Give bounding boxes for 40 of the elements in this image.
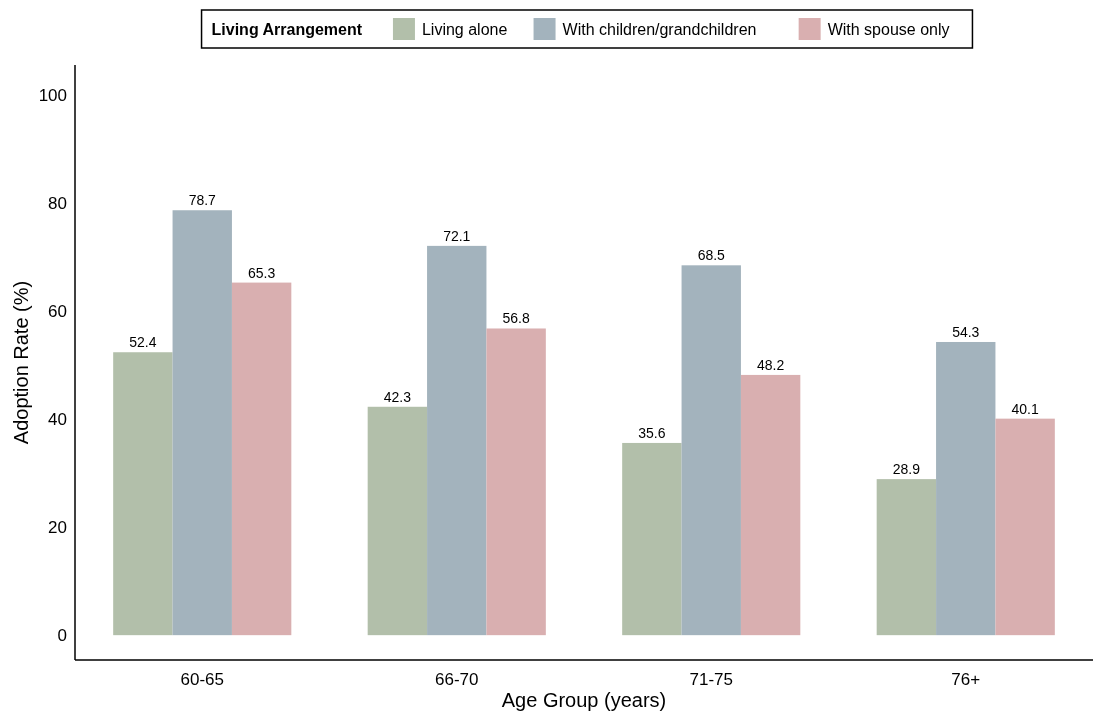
legend-label: With children/grandchildren <box>562 21 757 38</box>
y-tick-label: 40 <box>48 410 67 430</box>
data-label: 54.3 <box>952 323 980 340</box>
x-tick-label: 76+ <box>951 670 981 689</box>
data-label: 78.7 <box>188 192 217 209</box>
data-label: 35.6 <box>638 424 666 441</box>
bar <box>172 210 232 636</box>
bar <box>876 479 937 636</box>
data-label: 40.1 <box>1011 400 1039 417</box>
bar <box>486 328 546 636</box>
y-tick-label: 60 <box>48 302 67 322</box>
bar <box>113 352 173 636</box>
x-tick-label: 60-65 <box>180 670 224 689</box>
bar <box>231 282 292 636</box>
legend-title: Living Arrangement <box>211 21 363 38</box>
legend-label: With spouse only <box>827 21 950 38</box>
data-label: 68.5 <box>697 247 726 264</box>
bar <box>622 442 682 636</box>
y-tick-label: 80 <box>48 194 67 214</box>
bar <box>681 265 741 636</box>
bar <box>427 245 487 636</box>
data-label: 52.4 <box>129 334 157 351</box>
y-tick-label: 100 <box>38 86 67 106</box>
x-tick-label: 66-70 <box>435 670 479 689</box>
y-tick-label: 0 <box>57 626 67 646</box>
bar <box>995 418 1055 636</box>
data-label: 42.3 <box>383 388 412 405</box>
data-label: 48.2 <box>757 356 785 373</box>
legend-label: Living alone <box>421 21 508 38</box>
data-label: 72.1 <box>443 227 471 244</box>
data-label: 65.3 <box>248 264 276 281</box>
x-tick-label: 71-75 <box>689 670 733 689</box>
y-tick-label: 20 <box>48 518 67 538</box>
bar <box>740 374 801 636</box>
bar <box>367 406 428 636</box>
data-label: 28.9 <box>892 461 921 478</box>
data-label: 56.8 <box>502 310 530 327</box>
y-axis-title: Adoption Rate (%) <box>10 280 32 445</box>
bar <box>936 341 996 636</box>
x-axis-title: Age Group (years) <box>501 689 667 711</box>
